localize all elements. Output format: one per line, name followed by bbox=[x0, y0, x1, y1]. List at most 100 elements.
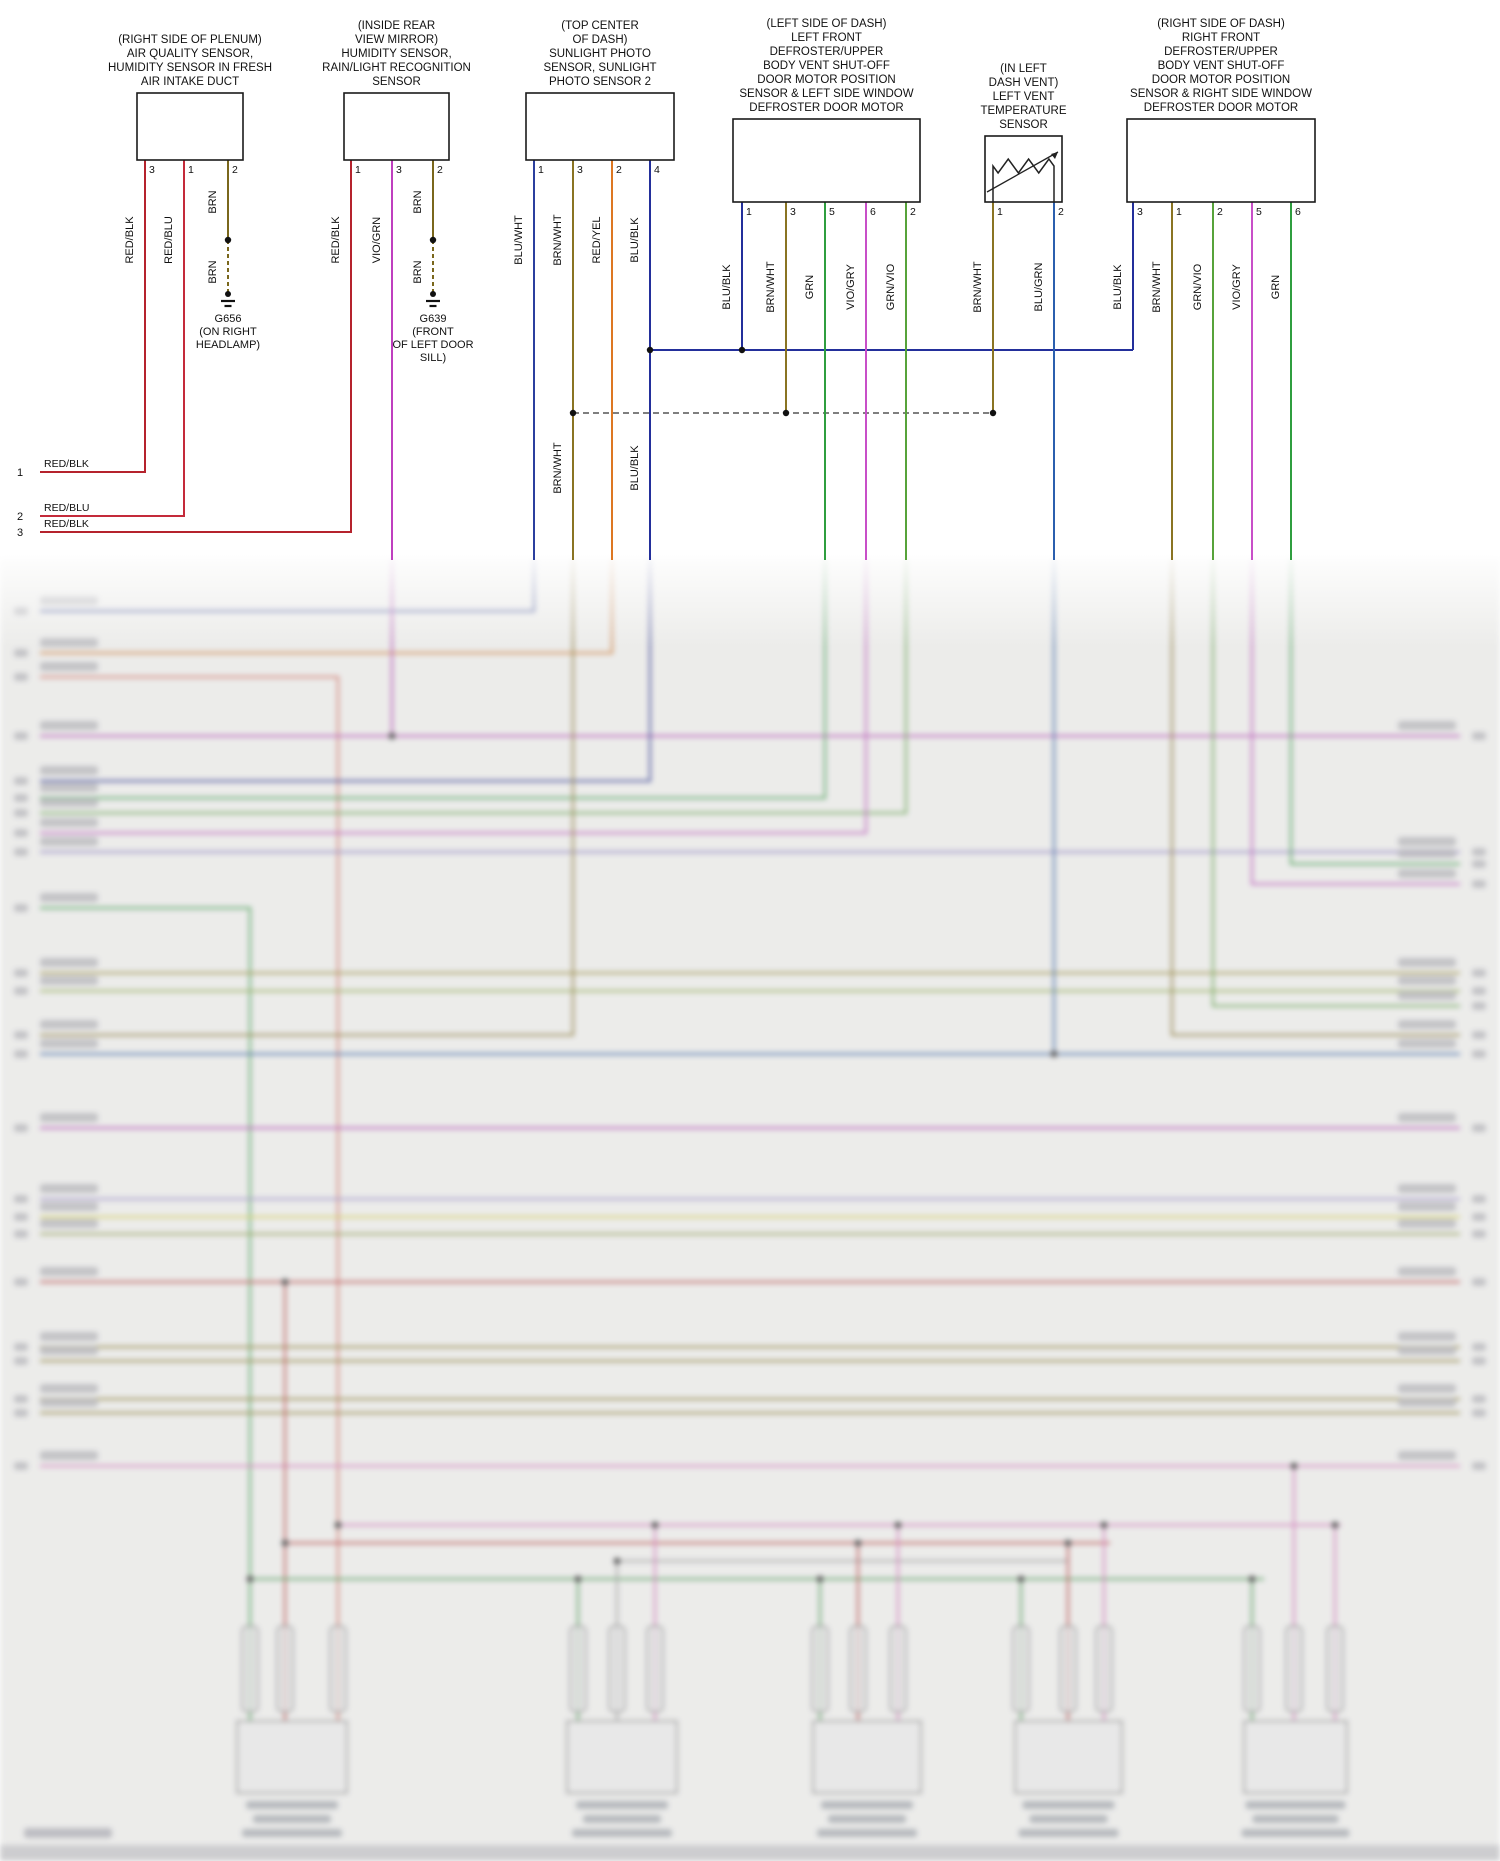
component-label-line: RIGHT FRONT bbox=[1182, 32, 1260, 44]
blurred-right-wire-label bbox=[1398, 1202, 1456, 1211]
blurred-left-wire-label bbox=[40, 1113, 98, 1122]
blurred-left-row-number bbox=[14, 1213, 28, 1221]
junction-dot bbox=[429, 236, 437, 244]
component-air-quality-sensor: (RIGHT SIDE OF PLENUM) AIR QUALITY SENSOR… bbox=[108, 34, 272, 176]
wire-color-label: BLU/GRN bbox=[1033, 262, 1045, 311]
component-left-defroster-vent-door-motor: (LEFT SIDE OF DASH) LEFT FRONT DEFROSTER/U… bbox=[732, 18, 921, 218]
junction-dot bbox=[1050, 1050, 1058, 1058]
blurred-connector bbox=[646, 1625, 664, 1713]
junction-dot bbox=[574, 1575, 582, 1583]
ground-label: G656 (ON RIGHT HEADLAMP) bbox=[196, 313, 260, 351]
wire-color-label: BRN/WHT bbox=[1151, 261, 1163, 313]
blurred-left-wire-label bbox=[40, 783, 98, 792]
blurred-module-box bbox=[1014, 1720, 1123, 1794]
blurred-right-row-number bbox=[1472, 1195, 1486, 1203]
blurred-right-wire-label bbox=[1398, 721, 1456, 730]
blurred-connector bbox=[329, 1625, 347, 1713]
blurred-connector bbox=[1285, 1625, 1303, 1713]
blurred-connector bbox=[1012, 1625, 1030, 1713]
wire-color-label: BRN bbox=[412, 260, 424, 283]
component-label: (TOP CENTER OF DASH) SUNLIGHT PHOTO SENSOR,… bbox=[543, 20, 656, 88]
wire-color-label: GRN/VIO bbox=[1192, 263, 1204, 310]
component-label-line: DEFROSTER/UPPER bbox=[1164, 46, 1278, 58]
blurred-left-row-number bbox=[14, 1050, 28, 1058]
component-label-line: (RIGHT SIDE OF PLENUM) bbox=[118, 34, 262, 46]
component-label-line: (TOP CENTER bbox=[561, 20, 639, 32]
blurred-right-row-number bbox=[1472, 1002, 1486, 1010]
junction-dot bbox=[1100, 1521, 1108, 1529]
component-box bbox=[732, 118, 921, 203]
component-label-line: HUMIDITY SENSOR IN FRESH bbox=[108, 62, 272, 74]
blurred-caption-line bbox=[1245, 1801, 1346, 1809]
wire-color-label: RED/BLK bbox=[124, 216, 136, 264]
component-label-line: AIR QUALITY SENSOR, bbox=[127, 48, 253, 60]
pin-number: 3 bbox=[577, 164, 583, 176]
component-label-line: (RIGHT SIDE OF DASH) bbox=[1157, 18, 1285, 30]
stub-number: 1 bbox=[17, 467, 23, 479]
component-label-line: OF DASH) bbox=[573, 34, 628, 46]
blurred-right-wire-label bbox=[1398, 991, 1456, 1000]
blurred-module-box bbox=[236, 1720, 348, 1794]
blurred-right-wire-label bbox=[1398, 1451, 1456, 1460]
blurred-right-row-number bbox=[1472, 1050, 1486, 1058]
blurred-right-wire-label bbox=[1398, 849, 1456, 858]
blurred-left-row-number bbox=[14, 809, 28, 817]
component-label-line: LEFT VENT bbox=[993, 91, 1055, 103]
blurred-right-row-number bbox=[1472, 1343, 1486, 1351]
pin-number: 1 bbox=[355, 164, 361, 176]
blurred-left-wire-label bbox=[40, 976, 98, 985]
component-label-line: SUNLIGHT PHOTO bbox=[549, 48, 651, 60]
blurred-left-wire-label bbox=[40, 1219, 98, 1228]
blurred-module-box bbox=[1243, 1720, 1348, 1794]
blurred-right-wire-label bbox=[1398, 837, 1456, 846]
ground-label-line: G656 bbox=[215, 313, 242, 325]
ground-label-line: OF LEFT DOOR bbox=[392, 339, 473, 351]
component-label-line: SENSOR, SUNLIGHT bbox=[543, 62, 656, 74]
blurred-left-row-number bbox=[14, 1124, 28, 1132]
pin-number: 4 bbox=[654, 164, 660, 176]
component-humidity-rain-light-sensor: (INSIDE REAR VIEW MIRROR) HUMIDITY SENSOR,… bbox=[322, 20, 471, 176]
junction-dot bbox=[816, 1575, 824, 1583]
blurred-left-row-number bbox=[14, 1278, 28, 1286]
component-label: (LEFT SIDE OF DASH) LEFT FRONT DEFROSTER/U… bbox=[739, 18, 913, 114]
blurred-right-row-number bbox=[1472, 1395, 1486, 1403]
pin-number: 3 bbox=[790, 206, 796, 218]
connector-group-5 bbox=[1241, 1625, 1350, 1837]
pin-number: 3 bbox=[396, 164, 402, 176]
blurred-connector bbox=[569, 1625, 587, 1713]
blurred-left-row-number bbox=[14, 1395, 28, 1403]
ground-label-line: G639 bbox=[420, 313, 447, 325]
blurred-left-row-number bbox=[14, 987, 28, 995]
wire-color-label: BLU/BLK bbox=[629, 217, 641, 263]
blurred-right-row-number bbox=[1472, 1409, 1486, 1417]
component-label: (RIGHT SIDE OF PLENUM) AIR QUALITY SENSOR… bbox=[108, 34, 272, 88]
component-box bbox=[1126, 118, 1316, 203]
pin-number: 6 bbox=[1295, 206, 1301, 218]
blurred-right-wire-label bbox=[1398, 1346, 1456, 1355]
ground-label-line: HEADLAMP) bbox=[196, 339, 260, 351]
blurred-left-row-number bbox=[14, 829, 28, 837]
blurred-right-wire-label bbox=[1398, 1113, 1456, 1122]
component-label-line: BODY VENT SHUT-OFF bbox=[763, 60, 890, 72]
ground-dot bbox=[225, 291, 231, 297]
ground-label-line: (FRONT bbox=[412, 326, 454, 338]
blurred-caption-line bbox=[246, 1801, 338, 1809]
component-box bbox=[525, 92, 675, 161]
thermistor-symbol bbox=[992, 157, 1055, 202]
blurred-left-wire-label bbox=[40, 1267, 98, 1276]
component-label-line: DEFROSTER/UPPER bbox=[770, 46, 884, 58]
pin-number: 5 bbox=[829, 206, 835, 218]
pin-number: 1 bbox=[538, 164, 544, 176]
blurred-right-wire-label bbox=[1398, 1020, 1456, 1029]
wire-color-label: VIO/GRY bbox=[845, 264, 857, 310]
blurred-left-wire-label bbox=[40, 1332, 98, 1341]
blurred-caption-line bbox=[253, 1815, 331, 1823]
blurred-connector bbox=[849, 1625, 867, 1713]
blurred-left-row-number bbox=[14, 1357, 28, 1365]
blurred-right-row-number bbox=[1472, 1213, 1486, 1221]
component-label-line: TEMPERATURE bbox=[980, 105, 1066, 117]
blurred-caption-line bbox=[576, 1801, 668, 1809]
blurred-left-row-number bbox=[14, 777, 28, 785]
blurred-left-row-number bbox=[14, 732, 28, 740]
